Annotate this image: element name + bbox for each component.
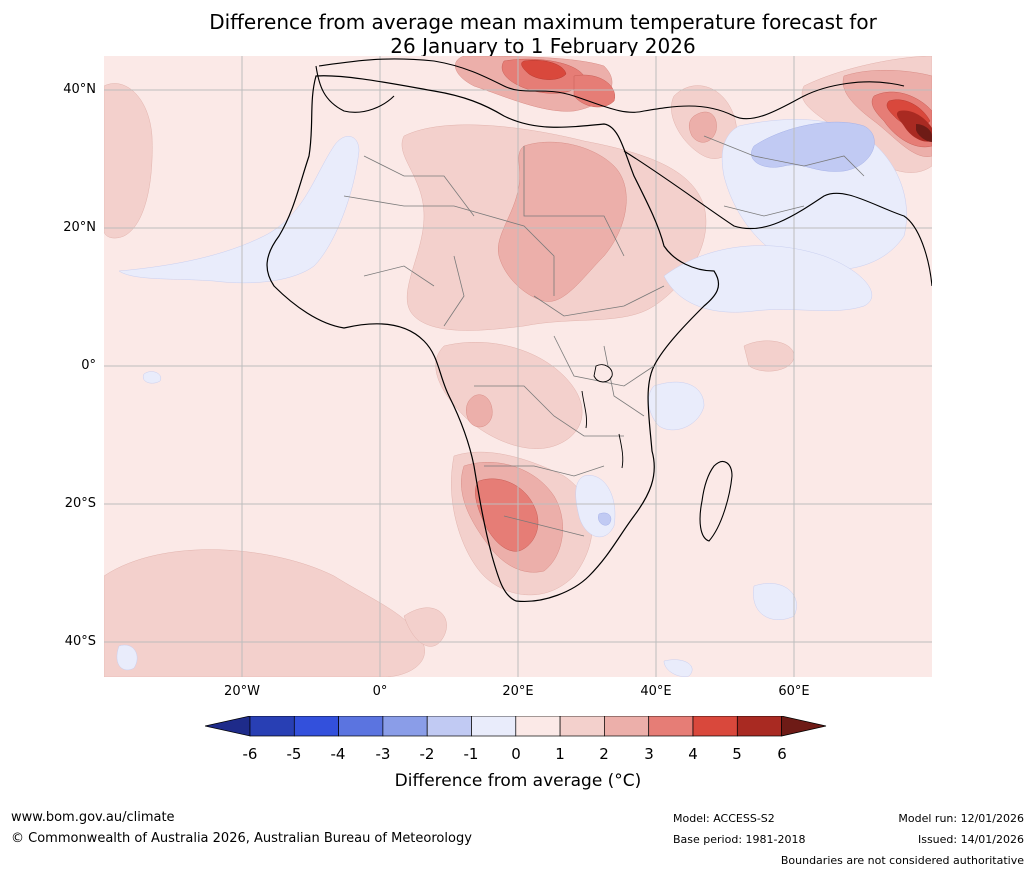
colorbar-tick: 3 [644,745,654,763]
map-title-line1: Difference from average mean maximum tem… [209,10,877,34]
x-label-20w: 20°W [224,684,260,699]
colorbar-segment [515,716,561,737]
colorbar-tick: 6 [777,745,787,763]
colorbar-tick: -1 [463,745,479,763]
copyright-text: © Commonwealth of Australia 2026, Austra… [11,831,472,846]
colorbar-tick: -2 [419,745,435,763]
x-label-60e: 60°E [778,684,810,699]
europe-coastline [318,58,905,120]
colorbar-label: Difference from average (°C) [394,771,642,791]
colorbar-tick: 4 [688,745,698,763]
y-label-0: 0° [81,358,96,373]
disclaimer-text: Boundaries are not considered authoritat… [780,854,1024,867]
model-text: Model: ACCESS-S2 [673,812,775,825]
map-title: Difference from average mean maximum tem… [0,10,1035,58]
colorbar-segment [692,716,738,737]
colorbar-tick: -4 [330,745,346,763]
model-run-text: Model run: 12/01/2026 [898,812,1024,825]
y-label-20n: 20°N [63,220,96,235]
y-label-40n: 40°N [63,82,96,97]
lake-tanganyika [581,390,587,429]
colorbar-segment [426,716,472,737]
forecast-map [104,56,932,677]
colorbar-tick: 0 [511,745,521,763]
colorbar-segment [559,716,605,737]
colorbar-segment [249,716,295,737]
anomaly-above-6-areas [916,124,932,142]
country-boundaries [343,135,865,537]
arabia-coastline [623,150,932,287]
base-period-text: Base period: 1981-2018 [673,833,806,846]
colorbar-segment [471,716,517,737]
x-label-0: 0° [372,684,388,699]
colorbar-segment [648,716,694,737]
colorbar-segment [338,716,384,737]
colorbar-segment [293,716,339,737]
iberia-coastline [315,65,395,113]
x-label-20e: 20°E [502,684,534,699]
colorbar-tick: 5 [732,745,742,763]
colorbar-tick: 1 [555,745,565,763]
colorbar-segment [382,716,428,737]
colorbar-tick: 2 [599,745,609,763]
y-label-40s: 40°S [64,634,96,649]
x-label-40e: 40°E [640,684,672,699]
website-link[interactable]: www.bom.gov.au/climate [11,810,175,825]
colorbar-tick: -3 [375,745,391,763]
map-title-line2: 26 January to 1 February 2026 [390,34,696,58]
colorbar-segment [604,716,650,737]
lake-malawi [618,433,624,469]
y-label-20s: 20°S [64,496,96,511]
colorbar-segment [736,716,782,737]
colorbar [205,716,827,737]
colorbar-left-arrow [205,716,251,737]
colorbar-tick: -5 [286,745,302,763]
lake-victoria [593,364,613,383]
anomaly-minus2-areas [598,121,875,526]
colorbar-tick: -6 [242,745,258,763]
map-gridlines [104,56,932,677]
africa-coastline [266,75,719,603]
issued-text: Issued: 14/01/2026 [917,833,1024,846]
madagascar-coastline [699,461,733,542]
colorbar-right-arrow [781,716,827,737]
